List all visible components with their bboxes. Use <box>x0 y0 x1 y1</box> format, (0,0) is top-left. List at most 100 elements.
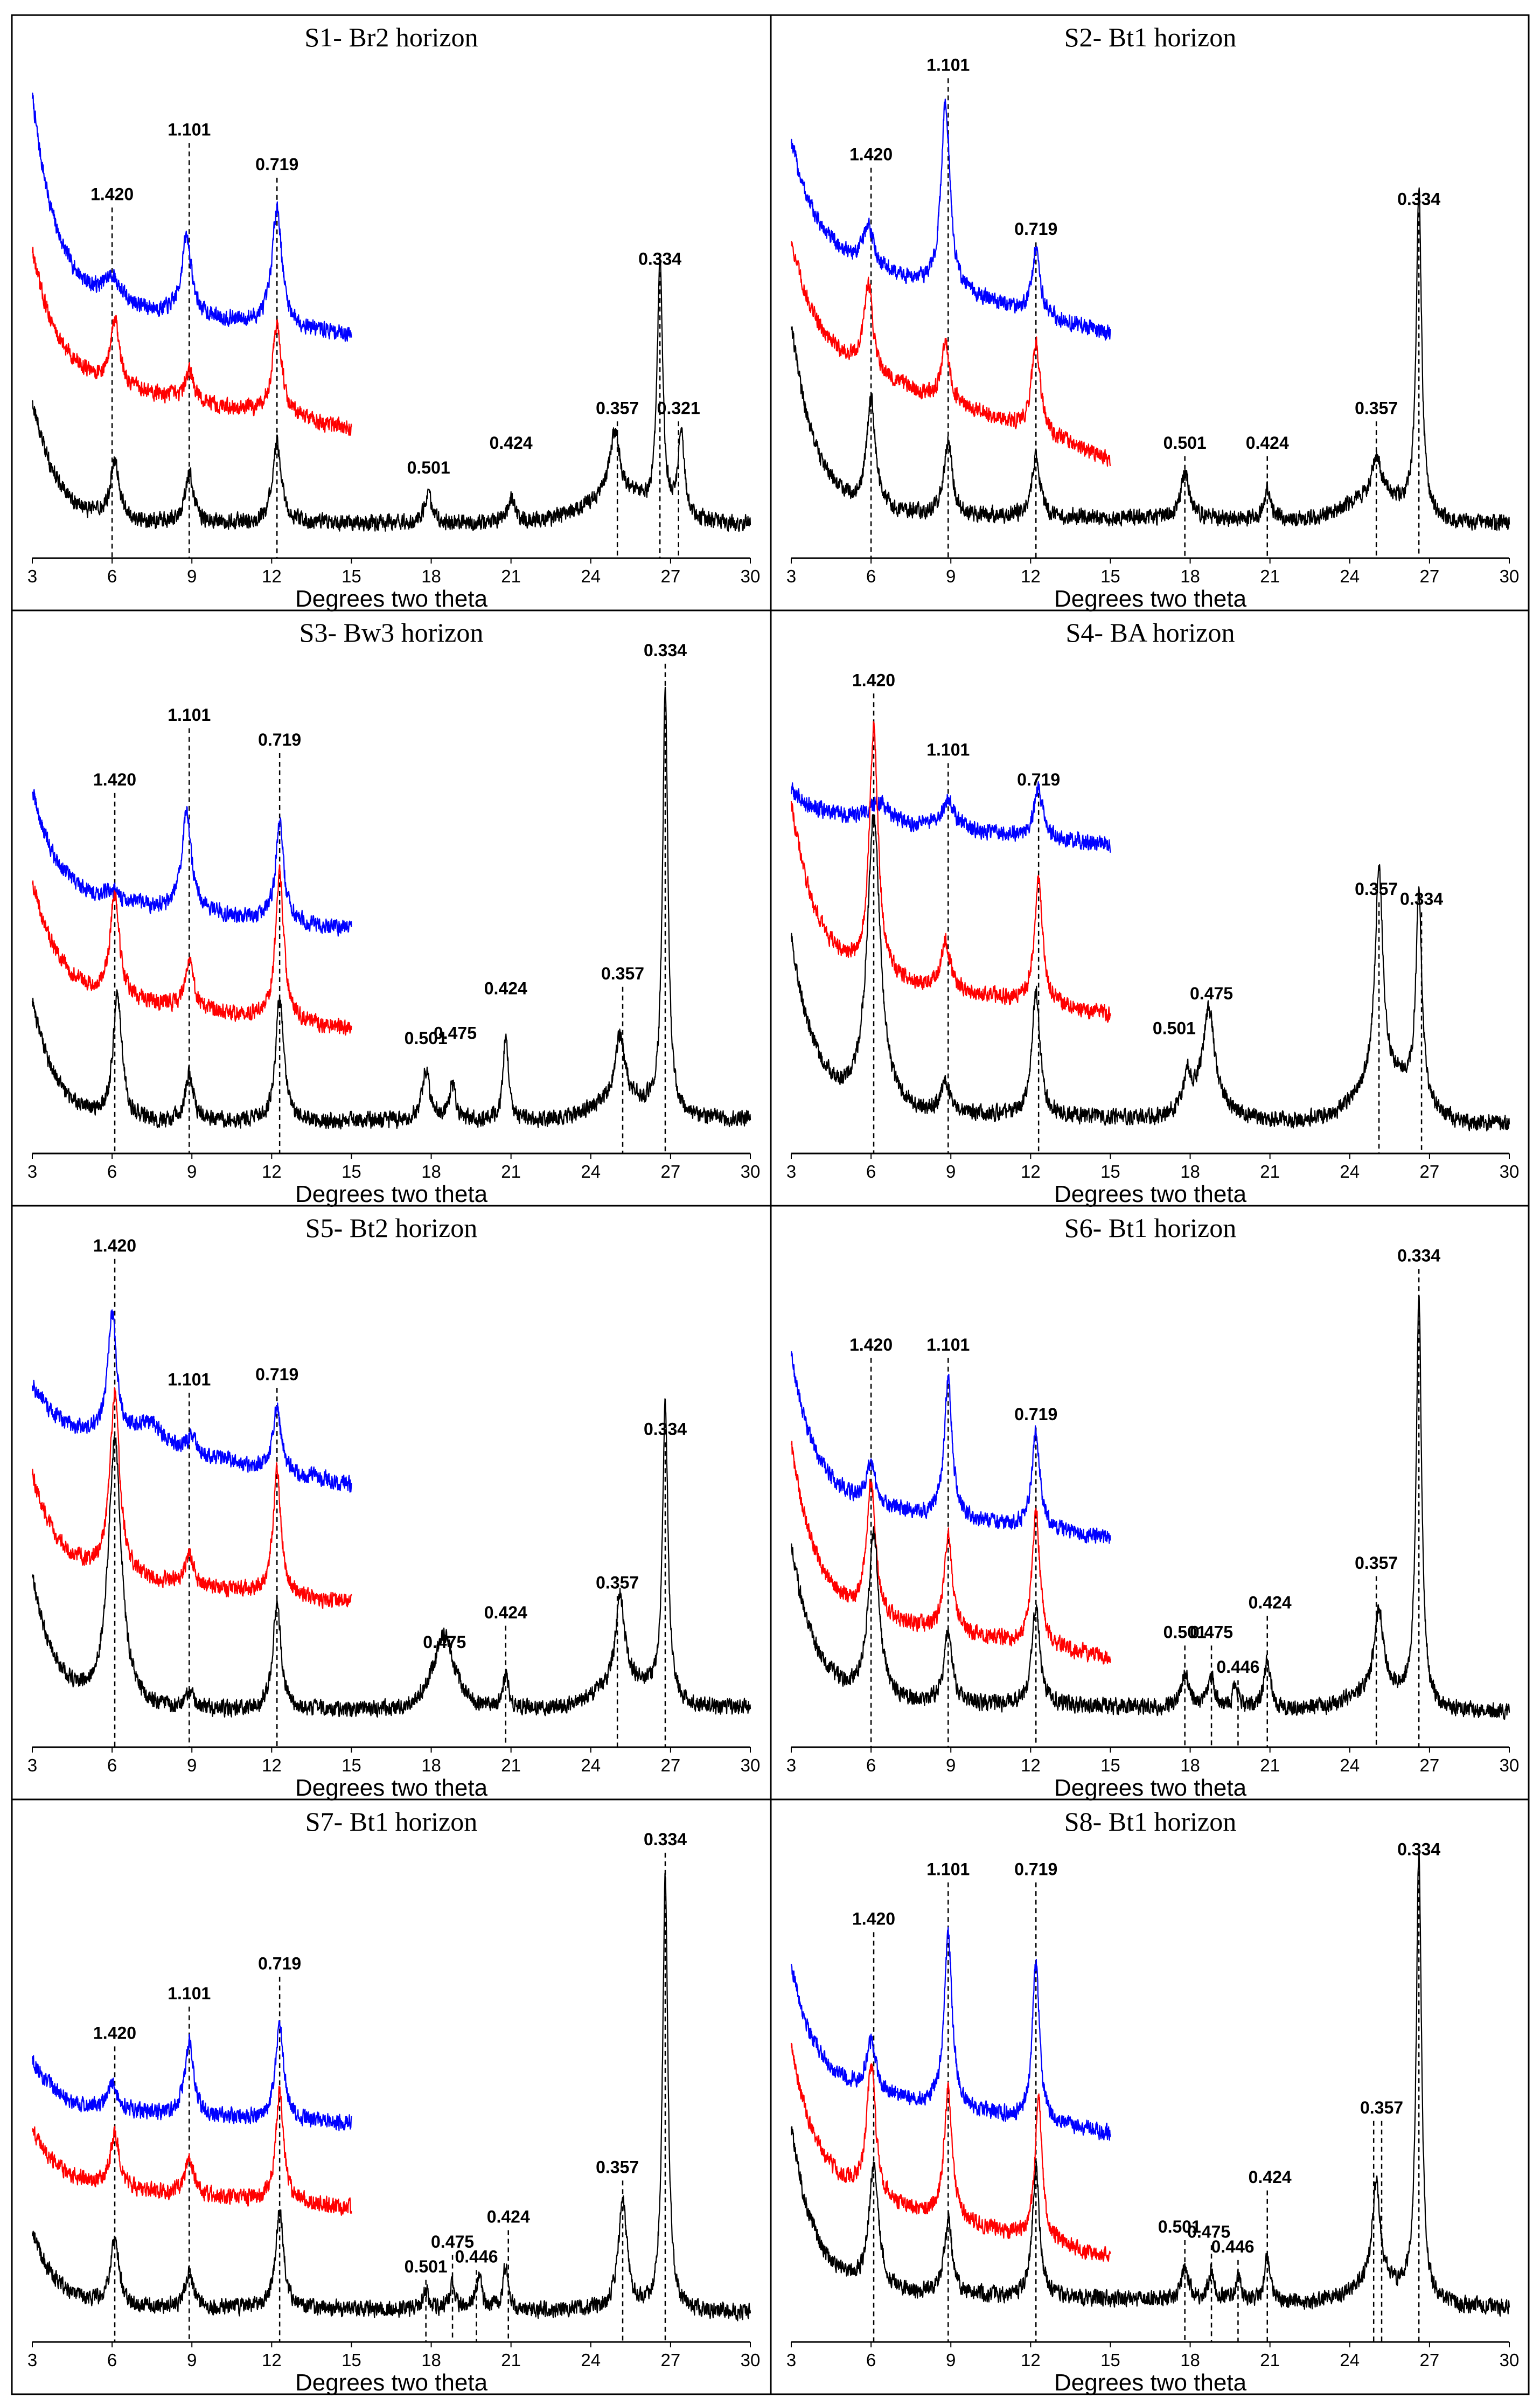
xrd-trace-red <box>790 2042 1111 2262</box>
panel-7: S7- Bt1 horizon 3 6 9 12 15 18 21 24 27 30 Degrees … <box>27 1806 761 2396</box>
peak-label: 0.719 <box>258 1954 301 1973</box>
x-tick-label: 21 <box>1260 566 1280 586</box>
x-tick-label: 30 <box>741 2350 761 2370</box>
x-tick-label: 3 <box>786 566 796 586</box>
x-axis-label: Degrees two theta <box>295 1181 488 1207</box>
panel-title: S7- Bt1 horizon <box>305 1806 477 1837</box>
peak-label: 1.101 <box>168 1984 211 2003</box>
panel-8: S8- Bt1 horizon 3 6 9 12 15 18 21 24 27 30 Degrees … <box>786 1806 1520 2396</box>
peak-label: 0.719 <box>1017 770 1060 789</box>
x-tick-label: 24 <box>1340 566 1360 586</box>
peak-label: 0.357 <box>1355 398 1398 418</box>
x-axis-label: Degrees two theta <box>1054 586 1247 612</box>
peak-label: 0.357 <box>596 1573 639 1593</box>
x-tick-label: 6 <box>107 1755 117 1775</box>
peak-label: 0.446 <box>455 2247 498 2266</box>
xrd-trace-red <box>790 721 1111 1023</box>
x-tick-label: 9 <box>946 1162 956 1181</box>
peak-label: 0.719 <box>1014 219 1057 239</box>
peak-label: 1.420 <box>852 1909 895 1929</box>
peak-label: 0.501 <box>405 2257 448 2276</box>
peak-label: 1.101 <box>168 705 211 725</box>
xrd-trace-red <box>790 1441 1111 1665</box>
x-axis-label: Degrees two theta <box>1054 2369 1247 2396</box>
peak-label: 1.101 <box>168 1370 211 1389</box>
peak-label: 0.334 <box>1397 1246 1440 1265</box>
x-tick-label: 27 <box>1420 2350 1440 2370</box>
xrd-trace-red <box>31 246 352 436</box>
x-tick-label: 21 <box>501 1755 521 1775</box>
peak-label: 0.501 <box>405 1028 448 1048</box>
panel-4: S4- BA horizon 3 6 9 12 15 18 21 24 27 30 Degrees t… <box>786 617 1520 1207</box>
peak-label: 0.334 <box>644 641 687 660</box>
x-tick-label: 18 <box>421 566 441 586</box>
x-tick-label: 24 <box>1340 2350 1360 2370</box>
x-tick-label: 6 <box>107 566 117 586</box>
peak-label: 0.357 <box>1355 1553 1398 1573</box>
xrd-trace-black <box>31 1398 751 1718</box>
xrd-trace-red <box>31 864 352 1036</box>
peak-label: 0.334 <box>1397 1839 1440 1859</box>
x-tick-label: 9 <box>946 1755 956 1775</box>
peak-label: 0.475 <box>431 2232 474 2251</box>
peak-label: 0.719 <box>1014 1859 1057 1879</box>
x-tick-label: 9 <box>187 566 197 586</box>
xrd-trace-blue <box>31 1309 352 1493</box>
x-tick-label: 24 <box>581 1755 601 1775</box>
x-tick-label: 12 <box>1021 1755 1041 1775</box>
peak-label: 0.424 <box>1246 433 1289 453</box>
panel-title: S6- Bt1 horizon <box>1064 1213 1236 1243</box>
x-tick-label: 6 <box>866 1755 876 1775</box>
x-tick-label: 12 <box>1021 1162 1041 1181</box>
peak-label: 1.101 <box>168 120 211 139</box>
peak-label: 0.719 <box>258 730 301 749</box>
peak-label: 0.446 <box>1216 1657 1259 1677</box>
panel-3: S3- Bw3 horizon 3 6 9 12 15 18 21 24 27 30 Degrees … <box>27 617 761 1207</box>
x-tick-label: 9 <box>946 566 956 586</box>
x-tick-label: 3 <box>786 1755 796 1775</box>
xrd-trace-blue <box>790 781 1111 853</box>
peak-label: 0.475 <box>434 1024 477 1043</box>
x-tick-label: 30 <box>741 566 761 586</box>
peak-label: 0.446 <box>1211 2237 1255 2256</box>
peak-label: 0.719 <box>1014 1405 1057 1424</box>
peak-label: 0.334 <box>644 1419 687 1438</box>
peak-label: 0.321 <box>657 398 700 418</box>
x-tick-label: 15 <box>1100 566 1120 586</box>
panel-title: S2- Bt1 horizon <box>1064 22 1236 52</box>
peak-label: 0.475 <box>1190 984 1233 1003</box>
peak-label: 0.357 <box>596 2158 639 2177</box>
x-tick-label: 9 <box>946 2350 956 2370</box>
xrd-trace-blue <box>31 92 352 342</box>
peak-label: 0.501 <box>407 458 450 477</box>
panel-title: S3- Bw3 horizon <box>299 617 484 648</box>
x-tick-label: 30 <box>1500 2350 1520 2370</box>
x-tick-label: 18 <box>1180 2350 1200 2370</box>
xrd-trace-blue <box>790 98 1111 341</box>
xrd-trace-blue <box>31 2020 352 2131</box>
x-tick-label: 27 <box>661 1162 681 1181</box>
x-tick-label: 3 <box>27 2350 37 2370</box>
xrd-trace-black <box>31 1873 751 2321</box>
x-tick-label: 27 <box>1420 1755 1440 1775</box>
x-tick-label: 21 <box>501 2350 521 2370</box>
panel-title: S4- BA horizon <box>1066 617 1235 648</box>
x-tick-label: 30 <box>1500 566 1520 586</box>
x-tick-label: 15 <box>342 566 361 586</box>
peak-label: 0.475 <box>1187 2222 1230 2241</box>
x-tick-label: 3 <box>786 1162 796 1181</box>
x-tick-label: 27 <box>1420 566 1440 586</box>
xrd-trace-black <box>31 686 751 1130</box>
x-tick-label: 30 <box>741 1755 761 1775</box>
x-axis-label: Degrees two theta <box>1054 1181 1247 1207</box>
peak-label: 0.357 <box>596 398 639 418</box>
peak-label: 1.101 <box>926 1859 970 1879</box>
x-tick-label: 18 <box>421 1162 441 1181</box>
xrd-trace-blue <box>32 789 352 937</box>
peak-label: 0.501 <box>1153 1018 1196 1038</box>
x-tick-label: 30 <box>1500 1755 1520 1775</box>
x-tick-label: 27 <box>661 1755 681 1775</box>
peak-label: 0.719 <box>255 155 298 174</box>
peak-label: 0.475 <box>423 1632 466 1652</box>
